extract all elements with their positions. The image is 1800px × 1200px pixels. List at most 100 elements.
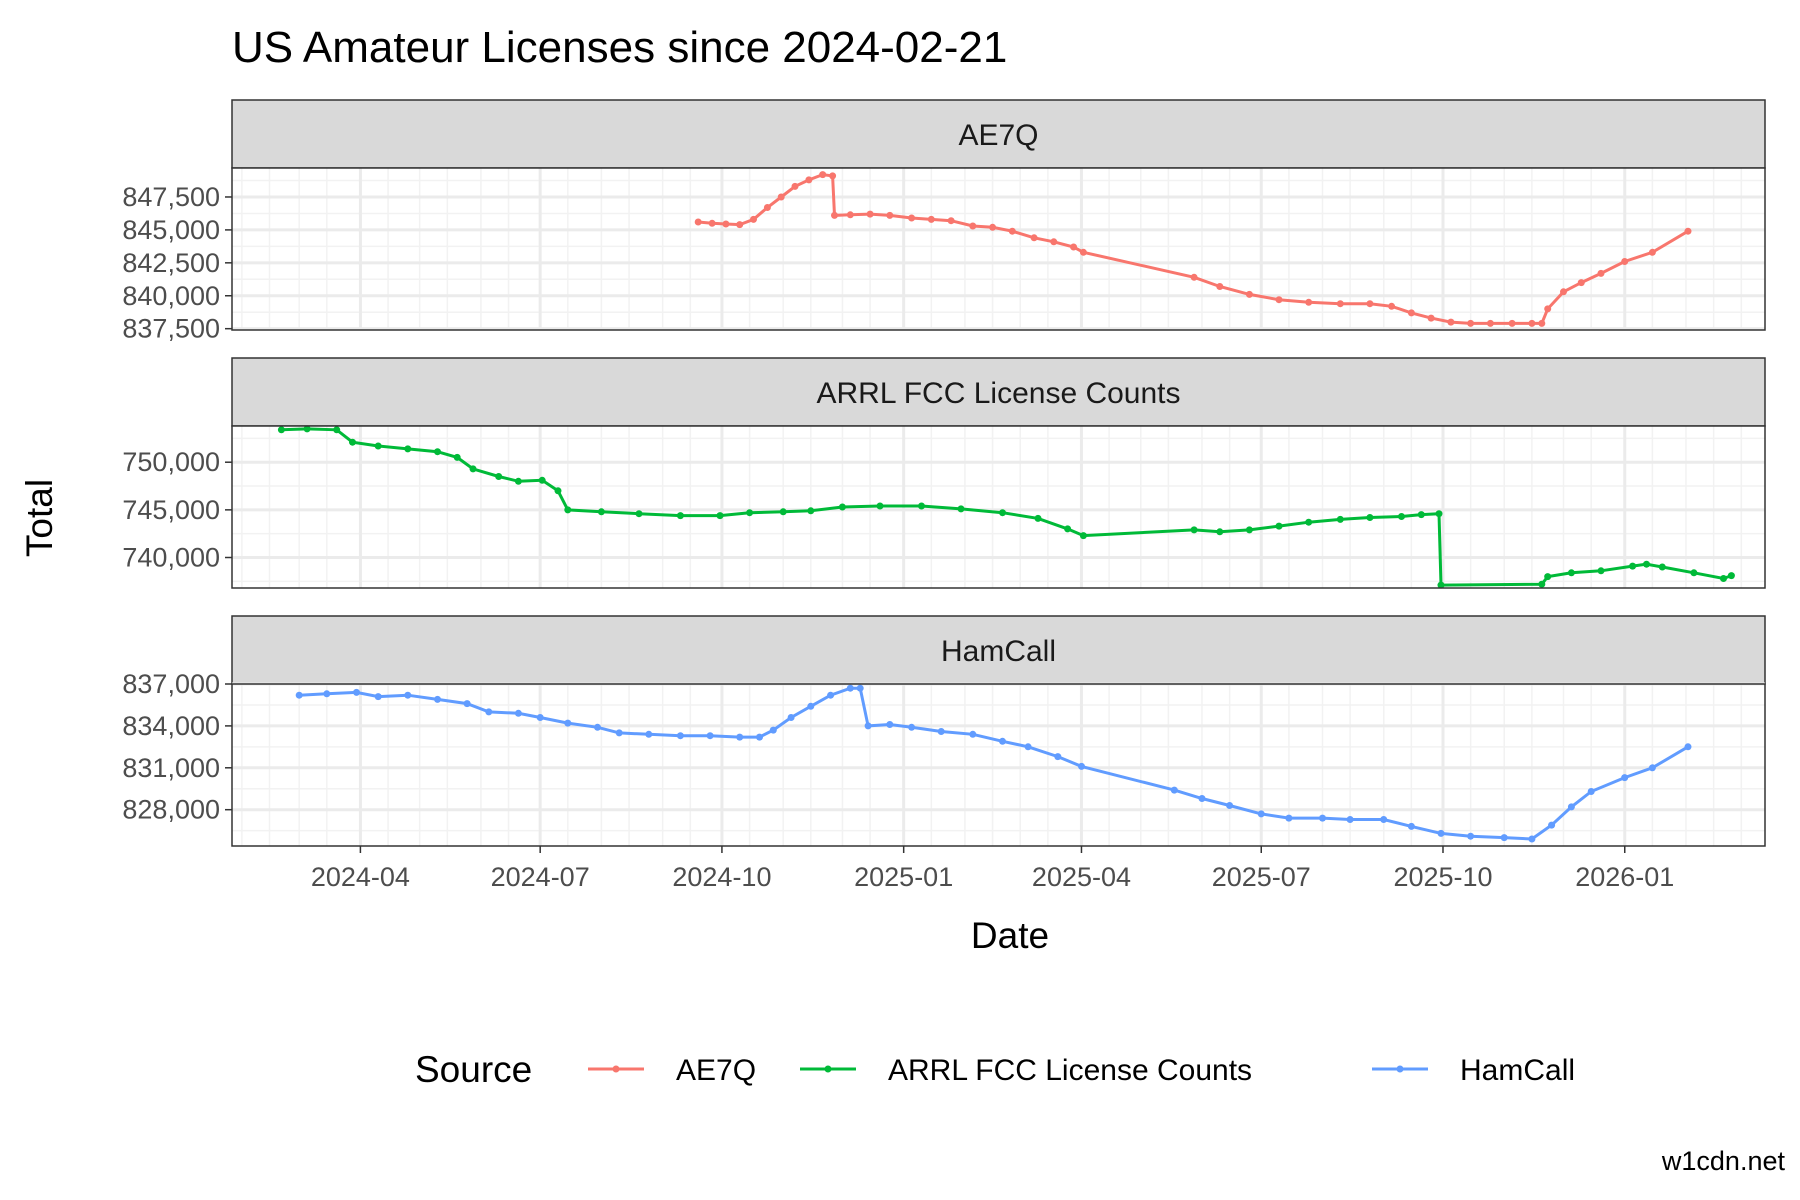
data-point [1467,832,1475,840]
legend-key-point [1396,1065,1404,1073]
data-point [1216,283,1224,290]
data-point [805,176,813,184]
legend-label: AE7Q [676,1054,756,1087]
grid [232,168,1765,331]
data-point [908,723,916,731]
data-point [1508,319,1516,327]
panel-background [232,426,1765,588]
y-tick-label: 837,500 [122,314,220,344]
data-point [1275,296,1283,304]
legend-item: HamCall [1372,1054,1575,1087]
data-point [1684,227,1692,235]
y-tick-label: 840,000 [122,281,220,311]
data-point [1587,788,1595,795]
x-tick-label: 2024-10 [672,862,771,892]
data-point [1319,814,1326,822]
chart-title: US Amateur Licenses since 2024-02-21 [232,23,1007,72]
facet-strip [231,357,1766,427]
data-point [1030,234,1038,242]
data-point [434,695,441,703]
data-point [1336,300,1344,308]
series-points [295,684,1692,843]
data-point [374,693,382,701]
data-point [886,721,894,728]
data-point [1648,248,1656,256]
data-point [876,502,884,510]
series-points [277,425,1735,589]
y-tick-label: 847,500 [122,182,220,212]
data-point [1285,814,1293,822]
facet-strip-label: ARRL FCC License Counts [816,377,1180,410]
data-point [1078,762,1085,770]
legend: Source AE7Q ARRL FCC License Counts HamCal… [415,1049,1575,1090]
panel-background [232,684,1765,846]
data-point [1336,515,1344,523]
data-point [1437,581,1445,589]
y-tick-label: 745,000 [122,495,220,525]
data-point [564,719,572,727]
data-point [791,182,799,190]
panel-background [232,168,1765,330]
data-point [635,510,643,518]
data-point [1305,298,1313,306]
data-point [536,714,544,721]
facet-strip [231,99,1766,169]
data-point [706,732,714,740]
data-point [514,709,522,717]
data-point [1567,569,1575,577]
data-point [277,426,285,434]
data-point [1417,511,1425,519]
data-point [819,171,827,179]
data-point [999,509,1006,517]
data-point [1567,803,1575,811]
data-point [1366,300,1374,308]
y-tick-label: 750,000 [122,447,220,477]
data-point [694,218,702,226]
series-line [299,686,1689,841]
data-point [827,691,835,699]
data-point [303,425,311,433]
data-point [514,477,522,485]
x-tick-label: 2025-10 [1393,862,1492,892]
data-point [1427,314,1435,322]
data-point [831,211,838,219]
data-point [927,215,935,223]
data-point [846,211,854,219]
data-point [485,708,493,716]
data-point [1467,319,1475,327]
data-point [1407,309,1415,317]
panel-2: HamCall 837,000 834,000 831,000 828,000 [122,615,1766,847]
panel-1: ARRL FCC License Counts 750,000 745,000 740… [122,357,1766,589]
data-point [1658,563,1666,571]
legend-label: ARRL FCC License Counts [888,1054,1252,1087]
data-point [1690,569,1698,577]
data-point [1621,258,1629,265]
data-point [1437,829,1445,837]
y-tick-label: 831,000 [122,753,220,783]
x-axis: 2024-04 2024-07 2024-10 2025-01 2025-04 2025-… [311,846,1674,892]
caption: w1cdn.net [1661,1146,1786,1176]
data-point [1346,816,1354,823]
data-point [969,730,977,738]
data-point [469,465,477,473]
data-point [1245,526,1253,534]
grid [232,426,1765,588]
legend-key-point [824,1065,832,1073]
data-point [856,684,864,692]
data-point [763,204,771,211]
x-tick-label: 2025-01 [854,862,953,892]
data-point [1538,580,1546,588]
data-point [1447,318,1455,326]
data-point [937,728,945,735]
data-point [918,502,925,510]
data-point [1528,835,1536,843]
data-point [722,220,730,228]
data-point [453,453,461,461]
data-point [1190,526,1198,534]
data-point [1275,522,1283,530]
y-tick-label: 834,000 [122,711,220,741]
data-point [404,445,412,453]
data-point [1486,319,1494,327]
data-point [597,508,605,516]
